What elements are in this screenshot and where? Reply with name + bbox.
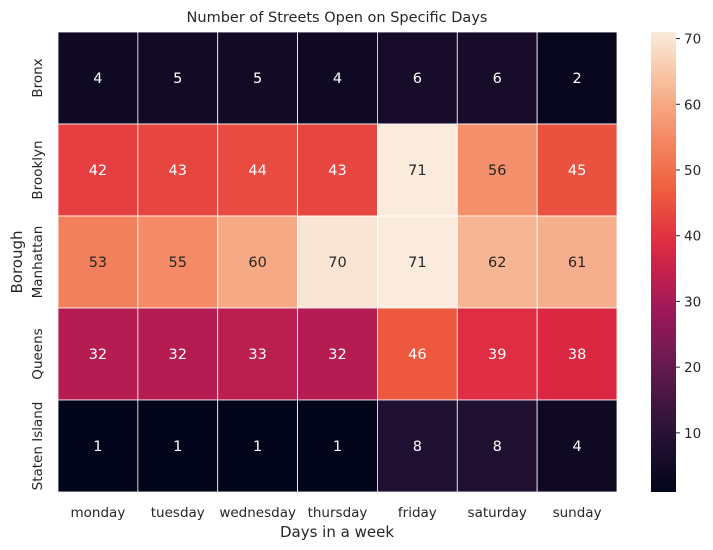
cell-value-label: 4 — [93, 71, 102, 87]
colorbar-tick-label: 40 — [684, 229, 701, 245]
cell-value-label: 45 — [568, 163, 586, 179]
colorbar-tick-label: 70 — [684, 32, 701, 48]
cell-value-label: 61 — [568, 255, 586, 271]
cell-value-label: 1 — [253, 439, 262, 455]
cell-value-label: 6 — [493, 71, 502, 87]
colorbar: 10 20 30 40 50 60 70 — [651, 32, 701, 492]
y-tick-label: Manhattan — [30, 226, 46, 299]
colorbar-gradient — [651, 32, 676, 492]
colorbar-tick-label: 50 — [684, 163, 701, 179]
heatmap-cell — [297, 215, 378, 309]
heatmap-cell — [57, 307, 139, 401]
heatmap-cell — [536, 307, 618, 401]
cell-value-label: 32 — [328, 347, 346, 363]
chart-title: Number of Streets Open on Specific Days — [187, 10, 488, 26]
heatmap-cell — [456, 399, 538, 493]
cell-value-label: 8 — [413, 439, 422, 455]
x-tick-label: tuesday — [151, 505, 205, 521]
y-tick-label: Brooklyn — [30, 140, 46, 199]
cell-value-label: 6 — [413, 71, 422, 87]
x-tick-label: friday — [398, 505, 437, 521]
heatmap-cell — [217, 123, 298, 217]
heatmap-cell — [377, 123, 458, 217]
heatmap-cell — [57, 31, 139, 125]
cell-value-label: 39 — [488, 347, 506, 363]
heatmap-cell — [217, 31, 298, 125]
cell-value-label: 38 — [568, 347, 586, 363]
heatmap-cell — [377, 215, 458, 309]
x-tick-label: thursday — [308, 505, 368, 521]
x-tick-label: wednesday — [219, 505, 296, 521]
y-tick-label: Staten Island — [30, 402, 46, 491]
cell-value-label: 1 — [93, 439, 102, 455]
colorbar-tick-label: 30 — [684, 294, 701, 310]
x-tick-label: sunday — [553, 505, 602, 521]
heatmap-cell — [137, 307, 219, 401]
heatmap-cell — [456, 215, 538, 309]
cell-value-label: 42 — [89, 163, 107, 179]
cell-value-label: 4 — [333, 71, 342, 87]
heatmap-cell — [536, 123, 618, 217]
colorbar-tick-label: 10 — [684, 426, 701, 442]
heatmap-cell — [217, 215, 298, 309]
cell-value-label: 53 — [89, 255, 107, 271]
heatmap-cell — [456, 123, 538, 217]
cell-value-label: 55 — [169, 255, 187, 271]
cell-value-label: 32 — [169, 347, 187, 363]
cell-value-label: 43 — [169, 163, 187, 179]
heatmap-cell — [456, 307, 538, 401]
cell-value-label: 5 — [253, 71, 262, 87]
heatmap-cell — [536, 399, 618, 493]
heatmap-cell — [536, 215, 618, 309]
y-tick-label: Queens — [30, 328, 46, 379]
heatmap-cell — [137, 215, 219, 309]
y-tick-label: Bronx — [30, 58, 46, 97]
heatmap-cell — [297, 307, 378, 401]
cell-value-label: 4 — [572, 439, 581, 455]
cell-value-label: 5 — [173, 71, 182, 87]
cell-value-label: 70 — [328, 255, 346, 271]
x-tick-label: monday — [71, 505, 126, 521]
cell-value-label: 32 — [89, 347, 107, 363]
heatmap-cell — [377, 31, 458, 125]
cell-value-label: 33 — [248, 347, 266, 363]
heatmap-cell — [137, 31, 219, 125]
heatmap-cell — [297, 31, 378, 125]
cell-value-label: 62 — [488, 255, 506, 271]
cell-value-label: 1 — [173, 439, 182, 455]
x-axis-label: Days in a week — [280, 523, 394, 541]
colorbar-tick-label: 60 — [684, 97, 701, 113]
cell-value-label: 71 — [408, 163, 426, 179]
y-tick-labels: Bronx Brooklyn Manhattan Queens Staten Islan… — [30, 58, 46, 490]
y-axis-label: Borough — [8, 230, 26, 293]
cell-value-label: 2 — [572, 71, 581, 87]
colorbar-tick-label: 20 — [684, 360, 701, 376]
cell-value-label: 44 — [248, 163, 266, 179]
cell-value-label: 71 — [408, 255, 426, 271]
cell-value-label: 60 — [248, 255, 266, 271]
cell-value-label: 8 — [493, 439, 502, 455]
x-tick-labels: monday tuesday wednesday thursday friday satu… — [71, 505, 602, 521]
cell-value-label: 43 — [328, 163, 346, 179]
heatmap-cell — [57, 215, 139, 309]
heatmap-cell — [456, 31, 538, 125]
heatmap-cell — [57, 399, 139, 493]
heatmap-cell — [217, 399, 298, 493]
x-tick-label: saturday — [468, 505, 527, 521]
cell-value-label: 46 — [408, 347, 426, 363]
cell-value-label: 1 — [333, 439, 342, 455]
cell-value-label: 56 — [488, 163, 506, 179]
heatmap-cell — [57, 123, 139, 217]
